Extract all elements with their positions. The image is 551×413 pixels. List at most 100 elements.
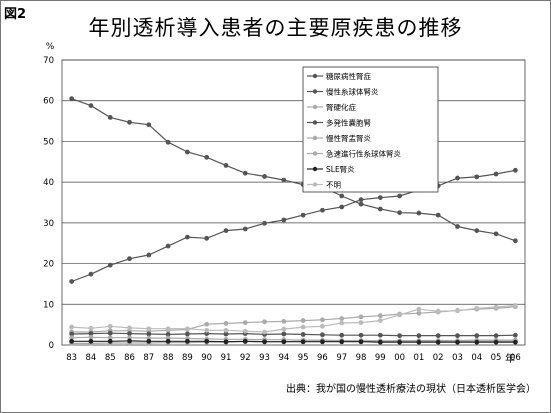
y-tick-label: 50 — [43, 137, 54, 147]
data-point — [165, 326, 171, 332]
chart-title: 年別透析導入患者の主要原疾患の推移 — [88, 16, 463, 40]
data-point — [242, 170, 248, 176]
data-point — [88, 334, 94, 340]
data-point — [493, 231, 499, 237]
data-point — [512, 238, 518, 244]
series-line — [71, 332, 516, 337]
data-point — [320, 323, 325, 329]
data-point — [493, 171, 499, 177]
x-tick-label: 01 — [413, 353, 424, 363]
data-point — [242, 328, 248, 334]
series-line — [71, 169, 516, 283]
data-point — [493, 304, 499, 310]
data-point — [300, 212, 306, 218]
data-point — [377, 195, 383, 201]
data-point — [358, 201, 364, 207]
data-point — [339, 316, 345, 321]
data-point — [281, 339, 287, 345]
data-point — [262, 220, 267, 226]
data-point — [512, 167, 518, 173]
data-point — [512, 339, 518, 345]
data-point — [69, 279, 75, 284]
data-point — [107, 330, 113, 336]
data-point — [493, 339, 499, 345]
data-point — [107, 335, 113, 341]
y-axis-unit: % — [46, 42, 55, 52]
data-point — [416, 306, 422, 312]
data-point — [281, 217, 287, 223]
data-point — [339, 332, 345, 338]
x-tick-label: 87 — [143, 353, 154, 363]
x-tick-label: 91 — [221, 353, 232, 363]
data-point — [204, 235, 210, 241]
data-point — [242, 320, 248, 326]
data-point — [397, 193, 403, 199]
data-point — [88, 325, 94, 331]
data-point — [107, 323, 113, 329]
x-tick-label: 93 — [259, 353, 270, 363]
x-tick-label: 95 — [298, 353, 309, 363]
data-point — [416, 310, 422, 316]
data-point — [262, 319, 267, 325]
data-point — [146, 252, 152, 258]
data-point — [435, 308, 441, 314]
data-point — [474, 305, 480, 311]
x-tick-label: 05 — [491, 353, 502, 363]
data-point — [455, 224, 460, 229]
data-point — [358, 197, 364, 203]
data-point — [397, 210, 403, 216]
legend-swatch-marker — [312, 135, 318, 141]
x-tick-label: 89 — [182, 353, 193, 363]
data-point — [416, 210, 422, 216]
data-point — [223, 228, 229, 233]
data-point — [474, 174, 480, 180]
y-tick-label: 40 — [43, 178, 54, 188]
legend-swatch-marker — [312, 182, 318, 187]
x-tick-label: 06 — [510, 353, 521, 363]
data-point — [165, 243, 171, 249]
data-point — [262, 174, 267, 179]
data-point — [377, 339, 383, 345]
data-point — [69, 96, 75, 102]
data-point — [300, 318, 306, 323]
data-point — [146, 122, 152, 128]
data-point — [377, 206, 383, 212]
data-point — [416, 339, 422, 345]
data-point — [184, 331, 190, 337]
legend-swatch-marker — [312, 120, 318, 125]
legend-label: 腎硬化症 — [326, 102, 356, 112]
legend-label: 糖尿病性腎症 — [326, 71, 371, 81]
data-point — [69, 331, 75, 337]
y-tick-label: 70 — [43, 56, 54, 66]
data-point — [107, 262, 113, 268]
legend-swatch-marker — [312, 151, 318, 156]
x-tick-label: 96 — [317, 353, 328, 363]
data-point — [204, 321, 210, 327]
data-point — [455, 333, 460, 339]
series-line — [71, 336, 516, 342]
series-line — [71, 340, 516, 343]
data-point — [223, 163, 229, 168]
data-point — [512, 332, 518, 338]
data-point — [512, 303, 518, 308]
legend-swatch-marker — [312, 104, 318, 110]
x-tick-label: 99 — [375, 353, 386, 363]
data-point — [493, 333, 499, 339]
data-point — [107, 338, 113, 344]
data-point — [127, 331, 132, 336]
x-tick-label: 83 — [66, 353, 77, 363]
data-point — [358, 314, 364, 320]
data-point — [242, 338, 248, 344]
y-tick-label: 60 — [43, 97, 54, 107]
x-tick-label: 02 — [433, 353, 444, 363]
data-point — [88, 338, 94, 344]
data-point — [320, 339, 325, 345]
data-point — [281, 318, 287, 324]
data-point — [339, 339, 345, 345]
x-tick-label: 03 — [452, 353, 463, 363]
data-point — [69, 335, 75, 341]
data-point — [262, 329, 267, 335]
legend-swatch-marker — [312, 166, 318, 172]
data-point — [455, 175, 460, 181]
data-point — [69, 324, 75, 330]
